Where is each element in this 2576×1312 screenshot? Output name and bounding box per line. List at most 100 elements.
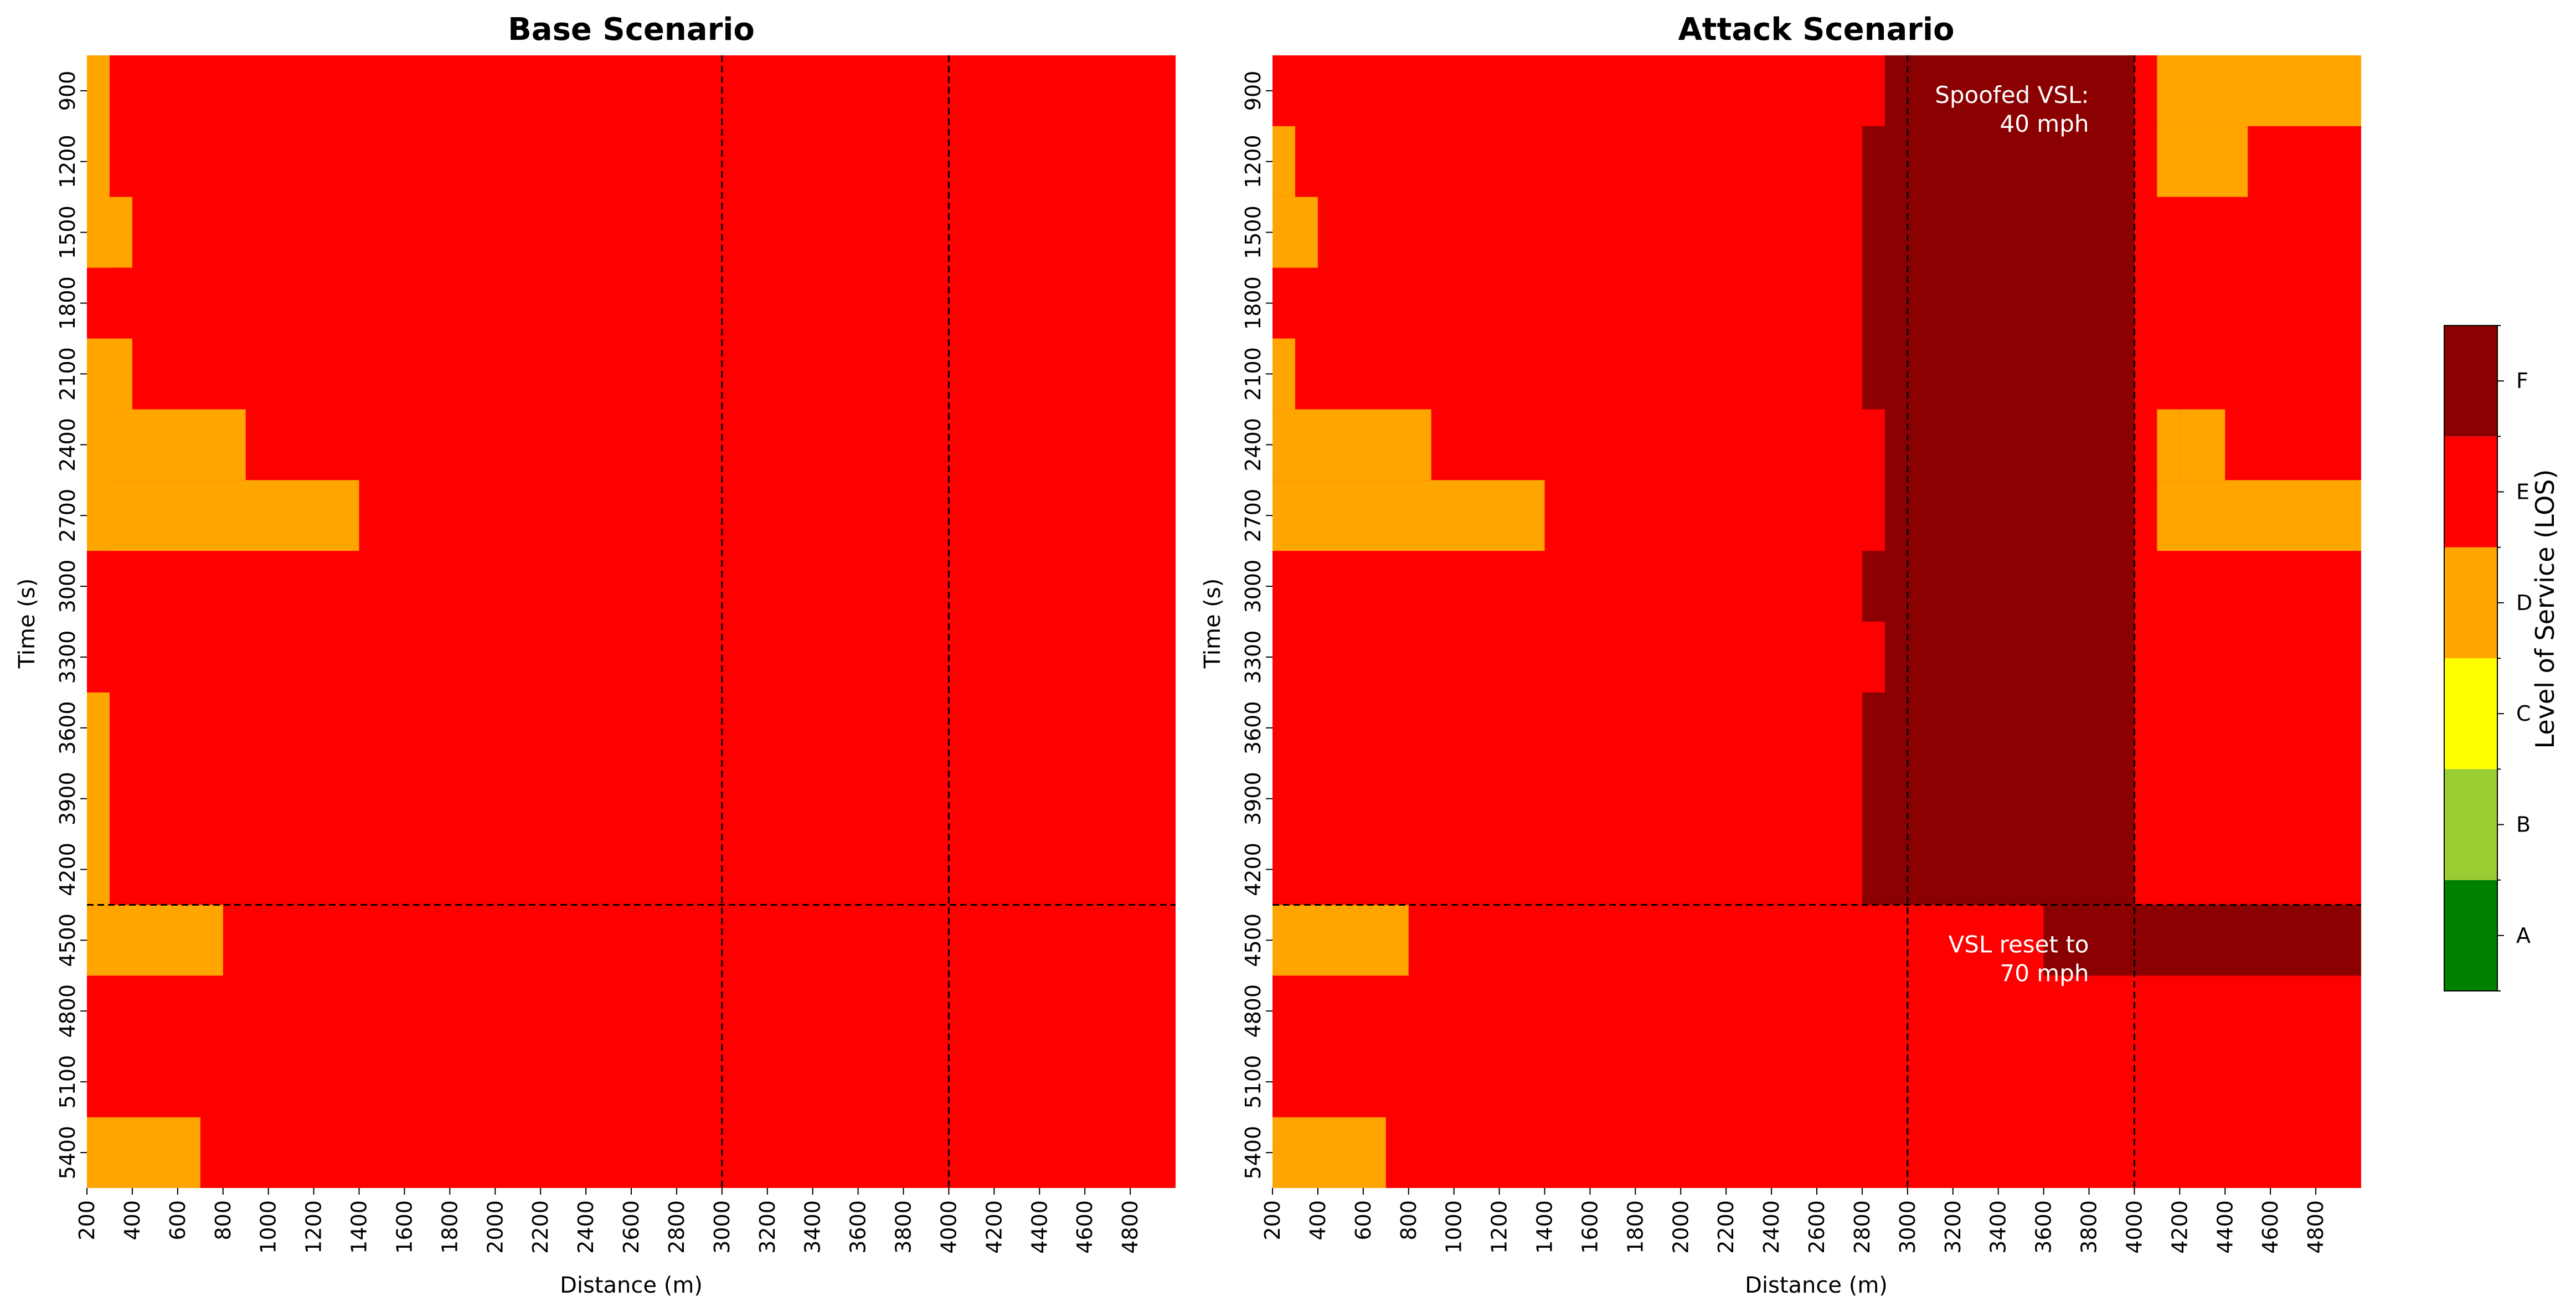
heatmap-cell-los-D <box>109 480 359 551</box>
x-tick-label: 4400 <box>2213 1200 2237 1254</box>
x-tick-label: 4600 <box>1073 1200 1097 1254</box>
annotation-text: Spoofed VSL: 40 mph <box>1935 81 2089 137</box>
heatmap-cell-los-D <box>87 55 110 905</box>
colorbar-segment-E <box>2444 436 2497 547</box>
x-tick-label: 4200 <box>2167 1200 2192 1254</box>
heatmap-cell-los-E <box>87 551 110 693</box>
x-tick-label: 3800 <box>892 1200 916 1254</box>
y-tick-label: 3000 <box>1241 560 1265 613</box>
y-tick-label: 4200 <box>55 843 80 896</box>
x-tick-label: 3200 <box>755 1200 780 1254</box>
heatmap-cell-los-D <box>1272 197 1318 268</box>
colorbar-tick-label: F <box>2516 369 2528 393</box>
x-tick-label: 4400 <box>1027 1200 1052 1254</box>
chart-title: Attack Scenario <box>1678 12 1954 48</box>
heatmap-cell-los-D <box>2157 126 2248 197</box>
colorbar: A B C D E F Level of Service (LOS) <box>2444 325 2560 991</box>
x-tick-label: 1600 <box>392 1200 416 1254</box>
y-tick-label: 2700 <box>55 489 80 543</box>
y-tick-label: 2400 <box>1241 418 1265 472</box>
x-axis-ticks: 200 400 600 800 1000 1200 1400 1600 1800 2000 2200… <box>75 1188 1142 1254</box>
y-tick-label: 1800 <box>1241 276 1265 330</box>
x-axis-label: Distance (m) <box>560 1273 703 1298</box>
x-tick-label: 4600 <box>2258 1200 2283 1254</box>
x-tick-label: 800 <box>211 1200 235 1241</box>
x-tick-label: 2200 <box>1714 1200 1738 1254</box>
heatmap-background-cell <box>87 55 1176 1188</box>
colorbar-ticks: A B C D E F <box>2497 325 2532 991</box>
colorbar-segment-D <box>2444 547 2497 658</box>
colorbar-segment-A <box>2444 880 2497 991</box>
x-tick-label: 3200 <box>1941 1200 1965 1254</box>
x-tick-label: 1200 <box>302 1200 326 1254</box>
y-tick-label: 5100 <box>1241 1055 1265 1109</box>
x-tick-label: 1800 <box>437 1200 462 1254</box>
colorbar-tick-label: E <box>2516 480 2529 504</box>
y-tick-label: 4500 <box>55 913 80 967</box>
y-tick-label: 1200 <box>1241 135 1265 188</box>
annotation-line: 40 mph <box>2000 110 2089 137</box>
x-tick-label: 2000 <box>483 1200 507 1254</box>
y-tick-label: 3900 <box>55 772 80 825</box>
x-tick-label: 4000 <box>2122 1200 2146 1254</box>
heatmap-cell-los-D <box>1272 480 1545 551</box>
x-tick-label: 600 <box>1351 1200 1375 1241</box>
heatmap-cell-los-D <box>1272 1117 1386 1188</box>
y-tick-label: 3900 <box>1241 772 1265 825</box>
heatmap-background-cell <box>1272 55 2361 1188</box>
x-tick-label: 3000 <box>1895 1200 1920 1254</box>
x-tick-label: 200 <box>75 1200 99 1241</box>
x-tick-label: 1000 <box>256 1200 281 1254</box>
heatmap-cell-los-F <box>1884 55 2135 905</box>
y-tick-label: 900 <box>1241 71 1265 111</box>
y-tick-label: 2100 <box>55 347 80 401</box>
annotation-text: VSL reset to 70 mph <box>1948 931 2089 986</box>
heatmap-cell-los-D <box>2157 480 2361 551</box>
heatmap-cell-los-D <box>87 1117 200 1188</box>
colorbar-segments <box>2444 325 2498 991</box>
x-tick-label: 2000 <box>1668 1200 1693 1254</box>
x-tick-label: 400 <box>1306 1200 1330 1241</box>
y-axis-ticks: 900 1200 1500 1800 2100 2400 2700 3000 3300 3600 3… <box>55 71 87 1180</box>
x-axis-label: Distance (m) <box>1745 1273 1888 1298</box>
y-axis-label: Time (s) <box>1200 578 1225 669</box>
y-tick-label: 4800 <box>1241 984 1265 1038</box>
x-tick-label: 4000 <box>936 1200 961 1254</box>
heatmap-panel-attack: Attack Scenario Spoofed VSL: 40 mph VSL re… <box>1200 12 2361 1298</box>
colorbar-tick-label: B <box>2516 813 2531 837</box>
x-tick-label: 2600 <box>1805 1200 1829 1254</box>
x-axis-ticks: 200 400 600 800 1000 1200 1400 1600 1800 2000 2200… <box>1260 1188 2328 1254</box>
y-axis-ticks: 900 1200 1500 1800 2100 2400 2700 3000 3300 3600 3… <box>1241 71 1272 1180</box>
annotations: Spoofed VSL: 40 mph VSL reset to 70 mph <box>1935 81 2089 987</box>
y-tick-label: 2100 <box>1241 347 1265 401</box>
y-tick-label: 3300 <box>1241 631 1265 684</box>
x-tick-label: 2800 <box>664 1200 689 1254</box>
y-tick-label: 1200 <box>55 135 80 188</box>
y-tick-label: 5400 <box>55 1126 80 1180</box>
x-tick-label: 2600 <box>619 1200 643 1254</box>
x-tick-label: 3000 <box>710 1200 734 1254</box>
colorbar-tick-label: C <box>2516 701 2531 726</box>
x-tick-label: 2800 <box>1850 1200 1874 1254</box>
heatmap-cell-los-D <box>2180 409 2225 481</box>
x-tick-label: 3400 <box>1986 1200 2011 1254</box>
heatmap-cell-los-E <box>87 267 132 339</box>
heatmap-cells <box>1272 55 2361 1188</box>
heatmap-cell-los-D <box>1272 409 1431 481</box>
heatmap-cells <box>87 55 1176 1188</box>
x-tick-label: 4200 <box>982 1200 1006 1254</box>
heatmap-cell-los-D <box>2157 55 2361 126</box>
heatmap-cell-los-D <box>1272 126 1295 197</box>
heatmap-cell-los-F <box>1862 692 1885 905</box>
y-tick-label: 3300 <box>55 631 80 684</box>
annotation-line: 70 mph <box>2000 959 2089 986</box>
colorbar-tick-label: D <box>2516 591 2532 615</box>
y-tick-label: 5400 <box>1241 1126 1265 1180</box>
y-tick-label: 1500 <box>1241 205 1265 259</box>
y-tick-label: 2700 <box>1241 489 1265 543</box>
x-tick-label: 1400 <box>347 1200 372 1254</box>
chart-title: Base Scenario <box>508 12 755 48</box>
x-tick-label: 800 <box>1397 1200 1421 1241</box>
x-tick-label: 3600 <box>2032 1200 2056 1254</box>
y-tick-label: 1800 <box>55 276 80 330</box>
